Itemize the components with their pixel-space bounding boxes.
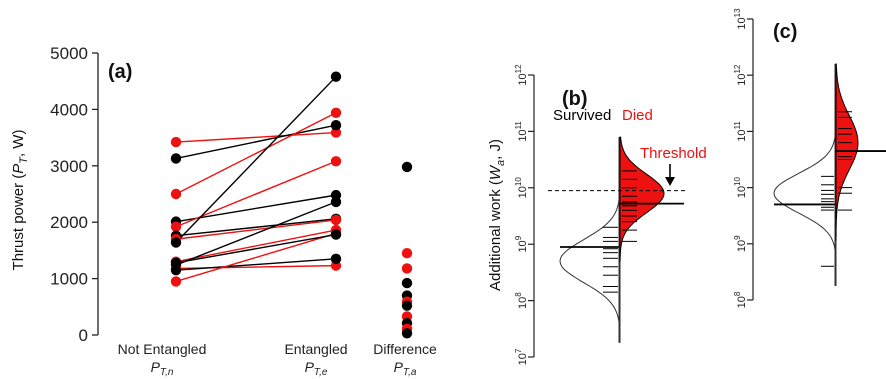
died-density: [835, 63, 859, 241]
point-difference: [401, 300, 413, 311]
y-tick-label: 1011: [514, 121, 529, 142]
panel-a-y-axis-title: Thrust power (PT, W): [10, 130, 30, 271]
pair-line: [175, 218, 337, 237]
y-tick-label: 1013: [733, 8, 748, 30]
point-entangled: [330, 119, 342, 131]
ylabel-symbol: W: [487, 164, 504, 180]
point-entangled: [330, 214, 342, 226]
panel-b-label: (b): [562, 88, 588, 110]
died-density: [619, 136, 665, 262]
y-tick-label: 109: [733, 235, 748, 252]
ylabel-main: Additional work (: [487, 180, 504, 291]
svg-text:Thrust power (PT, W): Thrust power (PT, W): [10, 130, 30, 271]
panel-a-pair-lines: [175, 76, 337, 283]
panel-b-plot: [548, 136, 688, 343]
panel-a-points: [170, 71, 413, 339]
point-entangled: [330, 156, 342, 167]
pair-line: [175, 112, 337, 195]
svg-text:Additional work (Wa, J): Additional work (Wa, J): [487, 139, 507, 291]
panel-b-axes: 107 108 109 1010 1011 1012: [514, 64, 535, 365]
y-tick-label: 4000: [50, 100, 88, 119]
point-entangled: [330, 196, 342, 208]
panel-c-axes: 108 109 1010 1011 1012 1013: [733, 8, 754, 308]
y-tick-label: 109: [514, 235, 529, 252]
y-tick-label: 1000: [50, 270, 88, 289]
pair-line: [175, 201, 337, 266]
ylabel-subscript: a: [495, 160, 507, 166]
threshold-arrow-head: [665, 177, 675, 186]
pair-line: [175, 194, 337, 223]
point-entangled: [330, 127, 342, 138]
category-symbol-difference: PT,a: [394, 359, 417, 378]
y-tick-label: 1012: [733, 64, 748, 86]
point-not-entangled: [170, 264, 182, 276]
ylabel-subscript: T: [18, 156, 30, 164]
y-tick-label: 0: [79, 326, 88, 345]
point-not-entangled: [170, 136, 182, 148]
y-tick-label: 108: [514, 292, 529, 309]
point-not-entangled: [170, 237, 182, 248]
pair-line: [175, 232, 337, 283]
category-label-difference: Difference: [373, 341, 437, 357]
category-symbol-not-entangled: PT,n: [151, 359, 174, 378]
pair-line: [175, 233, 337, 264]
panel-c-label: (c): [773, 21, 797, 43]
point-entangled: [330, 71, 342, 82]
pair-line: [175, 124, 337, 160]
category-label-not-entangled: Not Entangled: [118, 341, 207, 357]
ylabel-symbol: P: [10, 164, 27, 174]
y-tick-label: 107: [514, 348, 529, 365]
panel-a-axes: 0 1000 2000 3000 4000 5000: [50, 44, 99, 345]
ylabel-tail: , J): [487, 139, 504, 160]
point-difference: [401, 263, 413, 274]
panel-c-plot: [773, 63, 886, 286]
threshold-label: Threshold: [640, 145, 707, 162]
point-difference: [401, 328, 413, 339]
ylabel-main: Thrust power (: [10, 174, 27, 271]
y-tick-label: 1010: [733, 176, 748, 198]
pair-line: [175, 131, 337, 143]
point-not-entangled: [170, 257, 182, 269]
panel-b-y-axis-title: Additional work (Wa, J): [487, 139, 507, 291]
point-entangled: [330, 253, 342, 265]
point-difference: [401, 277, 413, 289]
y-tick-label: 1011: [733, 121, 748, 142]
y-tick-label: 2000: [50, 213, 88, 232]
panel-b: (b) Additional work (Wa, J) 107 108 109 101…: [487, 64, 707, 365]
point-entangled: [330, 229, 342, 240]
pair-line: [175, 258, 337, 271]
survived-density: [773, 130, 837, 286]
point-not-entangled: [170, 221, 182, 232]
panel-a-label: (a): [108, 61, 132, 83]
ylabel-tail: , W): [10, 130, 27, 158]
y-tick-label: 108: [733, 291, 748, 308]
point-not-entangled: [170, 153, 182, 164]
pair-line: [175, 219, 337, 240]
point-entangled: [330, 107, 342, 118]
legend-died: Died: [622, 107, 653, 124]
point-difference: [401, 248, 413, 259]
legend-survived: Survived: [553, 107, 611, 124]
category-label-entangled: Entangled: [284, 341, 347, 357]
pair-line: [175, 76, 337, 243]
point-not-entangled: [170, 276, 182, 287]
panel-a: (a) Thrust power (PT, W) 0 1000 2000 3000 40…: [10, 44, 437, 378]
panel-c: (c) 108 109 1010 1011 1012 1013: [733, 8, 886, 308]
category-symbol-entangled: PT,e: [305, 359, 328, 378]
pair-line: [175, 229, 337, 263]
point-difference: [401, 161, 413, 173]
y-tick-label: 5000: [50, 44, 88, 63]
y-tick-label: 1012: [514, 64, 529, 86]
point-not-entangled: [170, 188, 182, 200]
y-tick-label: 1010: [514, 177, 529, 199]
y-tick-label: 3000: [50, 157, 88, 176]
